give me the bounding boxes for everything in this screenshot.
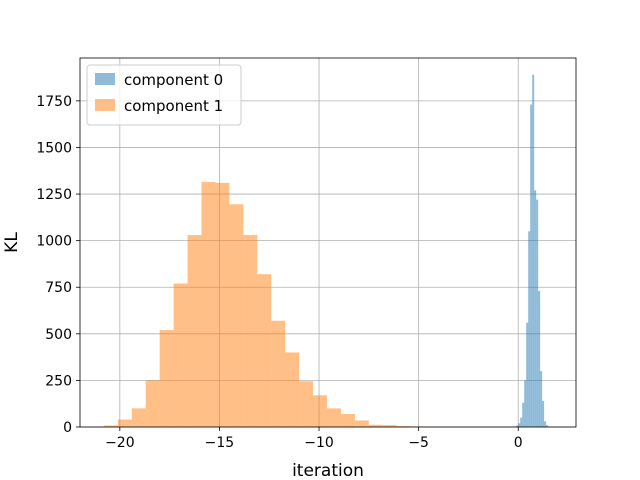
y-tick-label: 1000: [36, 234, 72, 250]
histogram-bar-component-1: [131, 408, 146, 427]
histogram-bar-component-0: [540, 371, 543, 427]
histogram-bar-component-0: [530, 104, 533, 427]
histogram-bar-component-0: [528, 231, 531, 427]
y-tick-label: 1500: [36, 140, 72, 156]
histogram-bar-component-0: [524, 380, 527, 427]
legend-label-component-1: component 1: [124, 97, 223, 115]
legend-box: [86, 64, 242, 126]
histogram-bar-component-0: [538, 290, 541, 427]
histogram-bar-component-1: [382, 425, 397, 427]
y-axis-ticks: 0 250 500 750 1000 1250 1500 1750: [36, 94, 80, 436]
histogram-bar-component-1: [201, 181, 216, 427]
y-tick-label: 1250: [36, 187, 72, 203]
histogram-bar-component-0: [544, 421, 547, 427]
histogram-bar-component-1: [285, 352, 300, 427]
histogram-bar-component-0: [536, 199, 539, 427]
x-tick-label: −10: [304, 435, 334, 451]
y-tick-label: 750: [45, 280, 72, 296]
legend-swatch-component-0: [95, 73, 115, 85]
histogram-bar-component-0: [516, 425, 519, 427]
histogram-bar-component-0: [534, 190, 537, 427]
histogram-bar-component-1: [215, 182, 230, 427]
histogram-bar-component-1: [229, 204, 244, 427]
histogram-bar-component-1: [159, 330, 174, 427]
histogram-bar-component-1: [327, 408, 341, 427]
x-tick-label: 0: [514, 435, 523, 451]
histogram-bar-component-1: [145, 380, 160, 427]
histogram-bar-component-1: [299, 381, 314, 427]
x-tick-label: −15: [205, 435, 235, 451]
y-axis-label: KL: [2, 232, 22, 253]
histogram-bar-component-0: [546, 425, 549, 427]
histogram-bar-component-0: [520, 417, 523, 427]
legend-swatch-component-1: [95, 99, 115, 111]
y-tick-label: 500: [45, 327, 72, 343]
histogram-bar-component-0: [532, 74, 535, 427]
x-tick-label: −5: [408, 435, 429, 451]
histogram-bar-component-1: [354, 420, 369, 427]
y-tick-label: 250: [45, 373, 72, 389]
histogram-bar-component-1: [340, 413, 355, 427]
x-tick-label: −20: [105, 435, 135, 451]
histogram-bar-component-1: [243, 235, 258, 427]
histogram-bar-component-1: [368, 424, 383, 427]
legend: component 0 component 1: [86, 64, 242, 126]
legend-label-component-0: component 0: [124, 71, 223, 89]
histogram-bar-component-1: [173, 283, 188, 427]
histogram-bar-component-1: [103, 425, 118, 427]
x-axis-ticks: −20 −15 −10 −5 0: [105, 427, 523, 451]
bars: [103, 74, 551, 427]
histogram-bar-component-1: [117, 419, 132, 427]
histogram-bar-component-1: [313, 395, 328, 427]
histogram-bar-component-1: [257, 274, 272, 427]
histogram-bar-component-0: [518, 423, 521, 427]
histogram-bar-component-0: [522, 402, 525, 427]
y-tick-label: 1750: [36, 94, 72, 110]
x-axis-label: iteration: [292, 461, 364, 480]
plot-frame: [79, 57, 577, 428]
histogram-bar-component-0: [526, 322, 529, 427]
histogram-bar-component-1: [396, 426, 411, 427]
histogram-bar-component-0: [542, 400, 545, 427]
histogram-bar-component-1: [271, 320, 286, 427]
histogram-bar-component-1: [187, 235, 202, 427]
y-tick-label: 0: [63, 420, 72, 436]
